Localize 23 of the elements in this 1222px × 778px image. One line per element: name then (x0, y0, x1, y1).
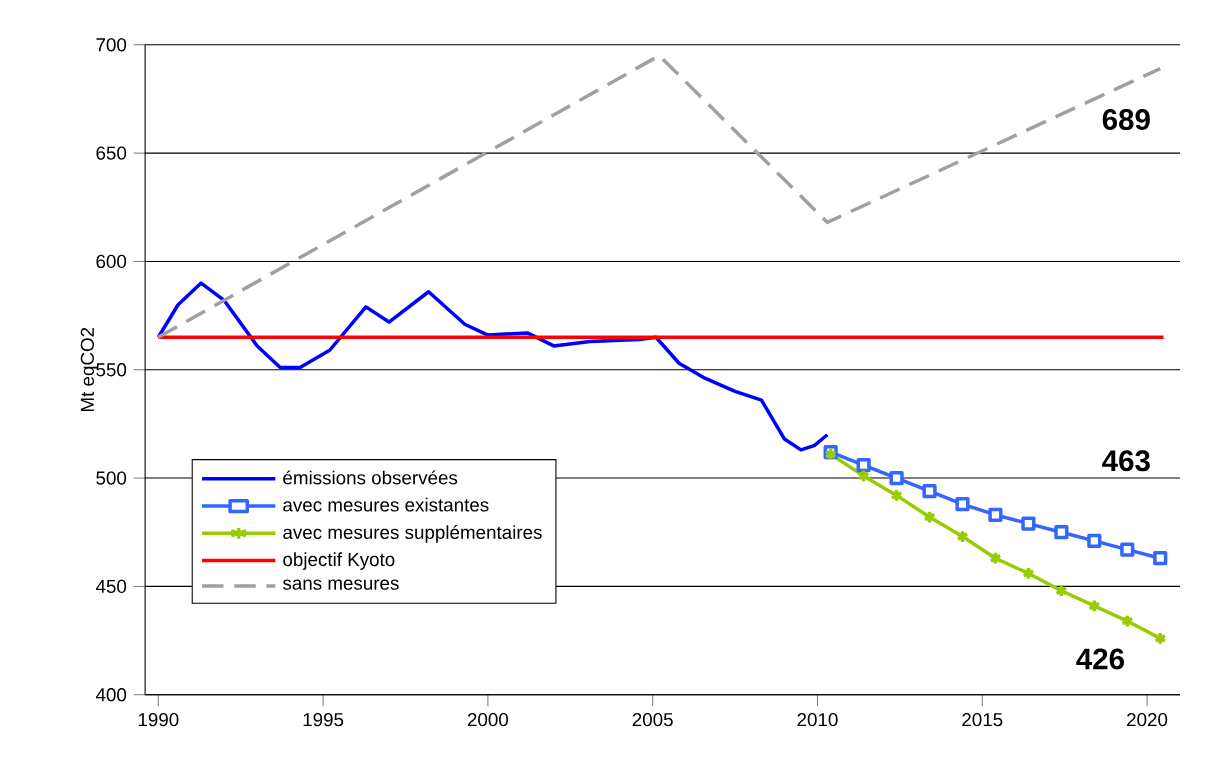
y-tick-label: 500 (96, 471, 127, 485)
legend-label: émissions observées (283, 470, 458, 485)
x-tick-label: 1990 (138, 713, 179, 727)
y-tick-label: 600 (96, 254, 127, 269)
y-tick-label: 550 (96, 363, 127, 377)
y-tick-label: 450 (95, 579, 127, 594)
legend-label: sans mesures (282, 579, 399, 590)
x-tick-label: 2000 (467, 713, 509, 727)
x-tick-label: 2020 (1127, 713, 1168, 727)
annotation: 463 (1102, 450, 1150, 472)
y-axis-title: Mt eqCO2 (80, 327, 98, 412)
x-tick-label: 2010 (797, 713, 838, 727)
annotation: 689 (1102, 109, 1150, 130)
y-tick-label: 650 (96, 146, 127, 160)
x-tick-label: 2005 (632, 713, 673, 727)
x-tick-label: 2015 (962, 713, 1003, 727)
x-tick-label: 1995 (303, 713, 344, 727)
annotation: 426 (1076, 648, 1124, 670)
legend-label: avec mesures supplémentaires (283, 525, 542, 543)
y-tick-label: 400 (95, 688, 127, 702)
y-tick-label: 700 (96, 38, 127, 52)
legend-label: objectif Kyoto (283, 552, 395, 570)
legend-label: avec mesures existantes (283, 497, 489, 512)
